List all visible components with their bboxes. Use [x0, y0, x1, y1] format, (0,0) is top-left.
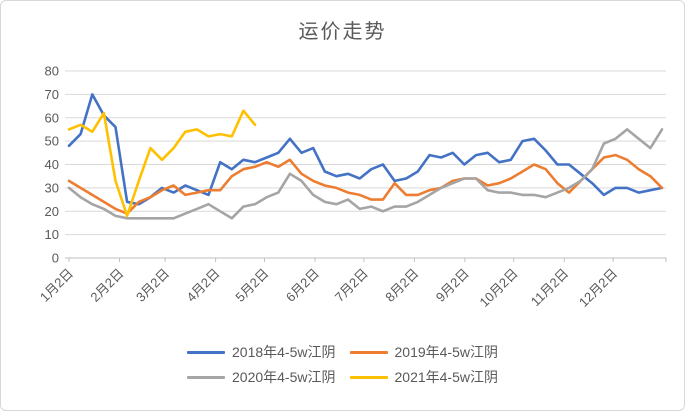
- x-axis-label: 9月2日: [433, 266, 472, 305]
- x-axis-label: 2月2日: [87, 266, 126, 305]
- legend-row-2: 2020年4-5w江阴 2021年4-5w江阴: [187, 367, 498, 387]
- y-axis-label: 50: [45, 134, 59, 149]
- x-axis-label: 8月2日: [382, 266, 421, 305]
- legend-label-2019: 2019年4-5w江阴: [394, 344, 499, 360]
- series-line-2020年4-5w江阴[interactable]: [67, 128, 664, 220]
- legend-label-2018: 2018年4-5w江阴: [232, 344, 336, 360]
- y-axis-label: 10: [45, 227, 59, 242]
- x-axis-label: 5月2日: [232, 266, 271, 305]
- y-axis-label: 30: [45, 180, 59, 195]
- series-line-2021年4-5w江阴[interactable]: [67, 109, 257, 218]
- x-axis-label: 1月2日: [37, 266, 76, 305]
- y-axis-label: 80: [45, 64, 59, 79]
- legend-swatch-2020-line: [187, 375, 225, 379]
- y-axis-label: 20: [45, 204, 59, 219]
- legend-label-2020: 2020年4-5w江阴: [232, 369, 336, 385]
- y-axis-label: 0: [52, 251, 59, 266]
- legend-item-2019[interactable]: 2019年4-5w江阴: [349, 342, 499, 362]
- legend-item-2020[interactable]: 2020年4-5w江阴: [187, 367, 336, 387]
- x-axis-label: 10月2日: [477, 266, 521, 310]
- y-axis-label: 40: [45, 157, 59, 172]
- x-axis-label: 4月2日: [184, 266, 223, 305]
- x-axis-label: 11月2日: [528, 266, 572, 310]
- line-chart: 0 10 20 30 40 50 60 70 80 1月2日 2月2日 3月2日 4月2日 5月2日 6月2…: [37, 64, 667, 310]
- legend-swatch-2019-line: [349, 350, 388, 354]
- series-line-2018年4-5w江阴[interactable]: [67, 93, 664, 206]
- x-axis-label: 7月2日: [332, 266, 371, 305]
- chart-legend: 2018年4-5w江阴 2019年4-5w江阴 2020年4-5w江阴 2021…: [1, 342, 684, 387]
- x-axis-label: 12月2日: [576, 266, 620, 310]
- x-axis-label: 3月2日: [133, 266, 172, 305]
- legend-item-2018[interactable]: 2018年4-5w江阴: [187, 342, 336, 362]
- legend-item-2021[interactable]: 2021年4-5w江阴: [349, 367, 499, 387]
- legend-swatch-2021-line: [349, 375, 388, 379]
- x-axis-label: 6月2日: [283, 266, 322, 305]
- chart-title: 运价走势: [298, 21, 387, 43]
- y-axis-label: 70: [45, 87, 59, 102]
- legend-swatch-2018-line: [187, 350, 225, 354]
- legend-row-1: 2018年4-5w江阴 2019年4-5w江阴: [187, 342, 498, 362]
- y-axis-label: 60: [45, 110, 59, 125]
- legend-label-2021: 2021年4-5w江阴: [394, 369, 499, 385]
- series-line-2019年4-5w江阴[interactable]: [67, 153, 664, 215]
- chart-canvas: 0 10 20 30 40 50 60 70 80 1月2日 2月2日 3月2日 4月2日 5月2日 6月2…: [1, 1, 684, 341]
